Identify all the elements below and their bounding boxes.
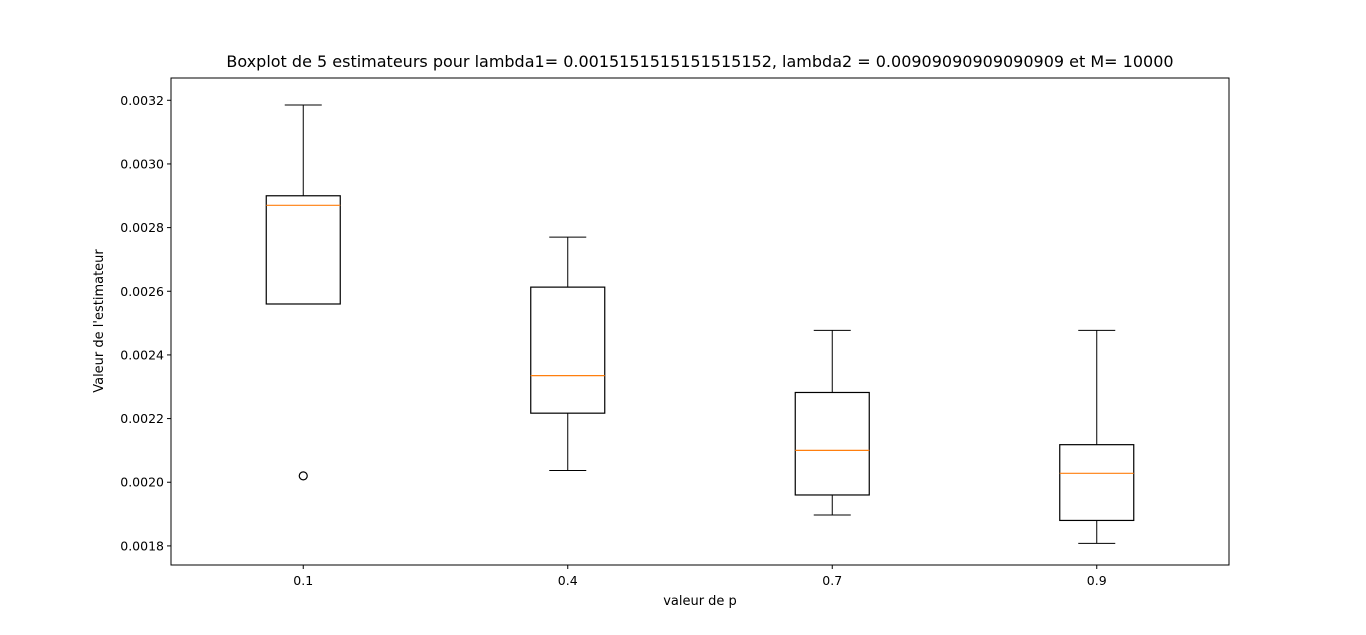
y-tick-label: 0.0030 [120,156,164,171]
chart-title: Boxplot de 5 estimateurs pour lambda1= 0… [226,52,1173,71]
y-tick-label: 0.0032 [120,93,164,108]
x-axis: 0.1 0.4 0.7 0.9 [293,565,1107,588]
outlier-point [298,471,308,481]
box-body [794,391,870,496]
y-tick-label: 0.0024 [120,347,164,362]
y-tick-label: 0.0026 [120,284,164,299]
box-0.4 [530,236,606,471]
y-axis: 0.0018 0.0020 0.0022 0.0024 0.0026 0.0028 0.00… [120,93,171,553]
box-0.1 [265,104,341,481]
y-tick-label: 0.0022 [120,411,164,426]
y-tick-label: 0.0018 [120,538,164,553]
x-tick-label: 0.4 [558,573,578,588]
y-tick-label: 0.0020 [120,475,164,490]
x-tick-label: 0.1 [293,573,313,588]
boxes-group [265,104,1135,544]
x-tick-label: 0.7 [822,573,842,588]
x-axis-label: valeur de p [663,594,737,609]
box-0.9 [1059,329,1135,544]
box-0.7 [794,329,870,516]
y-tick-label: 0.0028 [120,220,164,235]
y-axis-label: Valeur de l'estimateur [92,249,107,393]
box-body [265,195,341,305]
box-body [530,286,606,414]
x-tick-label: 0.9 [1087,573,1107,588]
box-body [1059,444,1135,522]
plot-frame [170,77,1230,566]
